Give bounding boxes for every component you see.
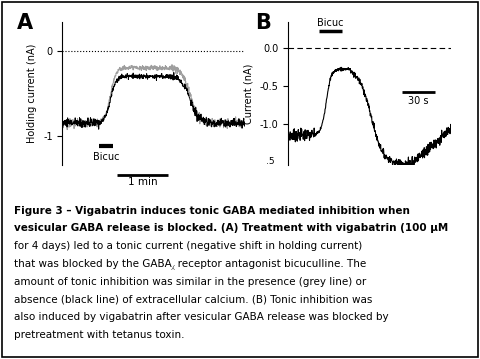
- Text: for 4 days) led to a tonic current (negative shift in holding current): for 4 days) led to a tonic current (nega…: [14, 241, 363, 251]
- Y-axis label: Holding current (nA): Holding current (nA): [27, 44, 37, 143]
- Text: also induced by vigabatrin after vesicular GABA release was blocked by: also induced by vigabatrin after vesicul…: [14, 312, 389, 322]
- Y-axis label: Current (nA): Current (nA): [244, 63, 254, 123]
- Text: Bicuc: Bicuc: [93, 153, 120, 163]
- Text: pretreatment with tetanus toxin.: pretreatment with tetanus toxin.: [14, 330, 185, 340]
- Text: Bicuc: Bicuc: [317, 18, 344, 28]
- Text: absence (black line) of extracellular calcium. (B) Tonic inhibition was: absence (black line) of extracellular ca…: [14, 294, 373, 304]
- Text: B: B: [255, 13, 271, 33]
- Text: 1 min: 1 min: [128, 177, 157, 187]
- Text: vesicular GABA release is blocked. (A) Treatment with vigabatrin (100 μM: vesicular GABA release is blocked. (A) T…: [14, 223, 449, 233]
- Text: 30 s: 30 s: [408, 96, 429, 106]
- Text: A: A: [17, 13, 33, 33]
- Text: that was blocked by the GABA⁁ receptor antagonist bicuculline. The: that was blocked by the GABA⁁ receptor a…: [14, 259, 367, 270]
- Text: amount of tonic inhibition was similar in the presence (grey line) or: amount of tonic inhibition was similar i…: [14, 277, 367, 287]
- Text: Figure 3 – Vigabatrin induces tonic GABA mediated inhibition when: Figure 3 – Vigabatrin induces tonic GABA…: [14, 206, 410, 216]
- Text: .5: .5: [266, 157, 275, 166]
